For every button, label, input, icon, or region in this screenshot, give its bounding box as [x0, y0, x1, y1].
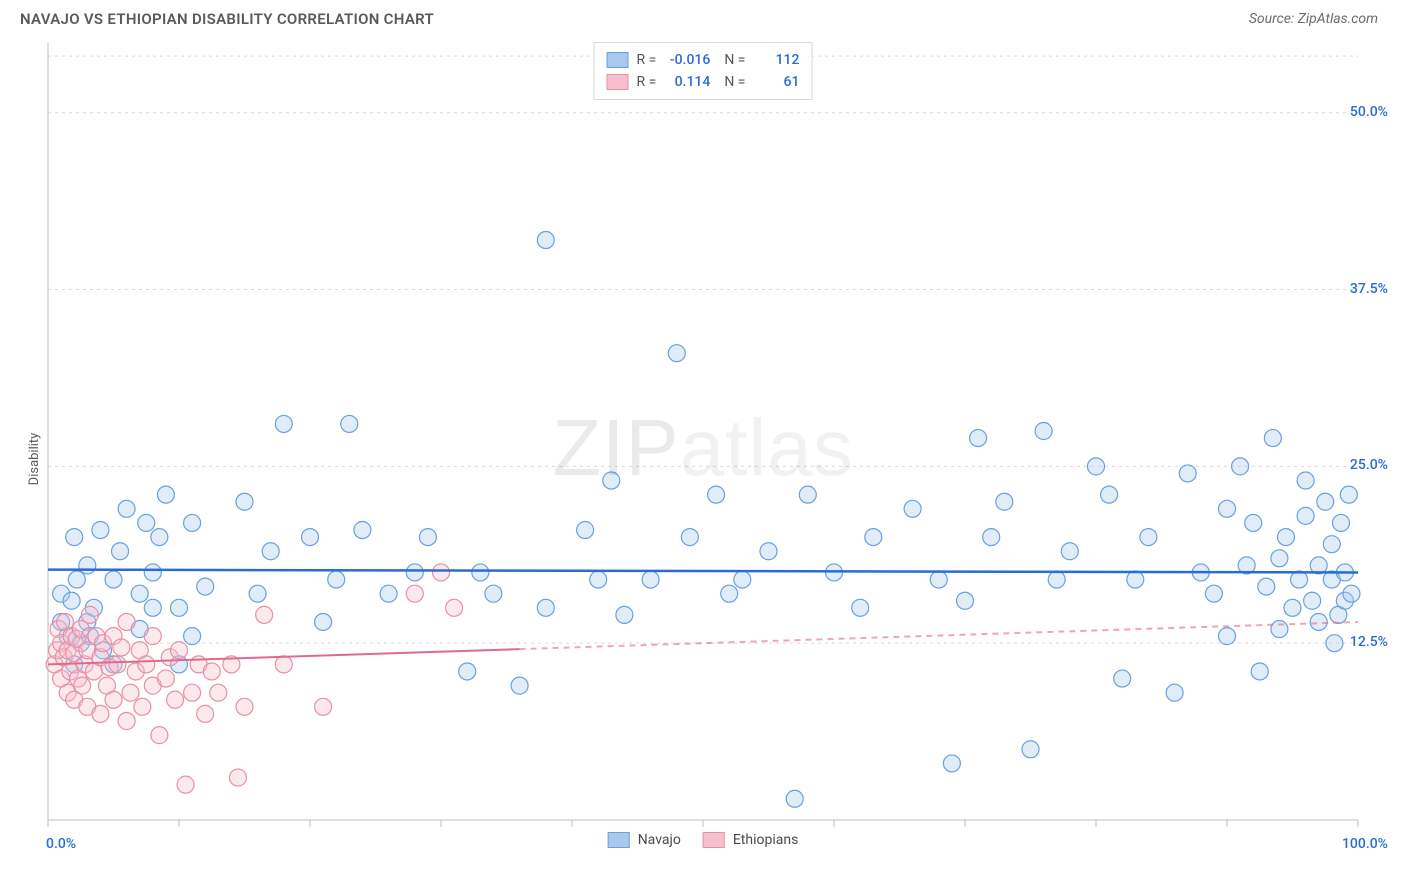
y-tick-label: 12.5% — [1350, 634, 1388, 650]
x-tick-label: 0.0% — [46, 836, 76, 852]
chart-header: NAVAJO VS ETHIOPIAN DISABILITY CORRELATI… — [0, 0, 1406, 34]
series-legend: Navajo Ethiopians — [608, 832, 799, 848]
chart-source: Source: ZipAtlas.com — [1249, 11, 1378, 27]
correlation-legend: R =-0.016N =112R =0.114N =61 — [594, 42, 813, 100]
legend-item: Ethiopians — [703, 832, 798, 848]
legend-row: R =0.114N =61 — [607, 71, 800, 93]
legend-row: R =-0.016N =112 — [607, 49, 800, 71]
chart-area: Disability ZIPatlas R =-0.016N =112R =0.… — [0, 34, 1406, 884]
y-tick-label: 25.0% — [1350, 457, 1388, 473]
x-tick-label: 100.0% — [1342, 836, 1388, 852]
chart-title: NAVAJO VS ETHIOPIAN DISABILITY CORRELATI… — [20, 10, 434, 28]
y-tick-label: 37.5% — [1350, 281, 1388, 297]
scatter-plot — [0, 34, 1406, 884]
y-tick-label: 50.0% — [1350, 104, 1388, 120]
y-axis-label: Disability — [27, 433, 42, 486]
legend-item: Navajo — [608, 832, 681, 848]
